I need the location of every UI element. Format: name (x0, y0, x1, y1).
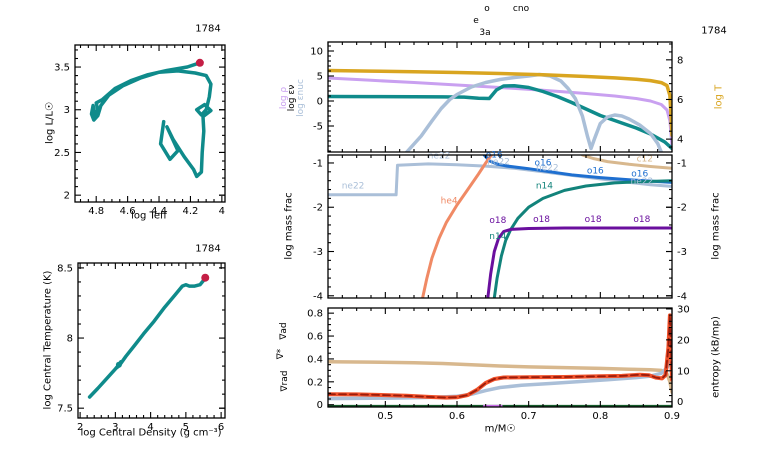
svg-text:c12: c12 (637, 155, 653, 165)
svg-text:8: 8 (67, 334, 73, 345)
svg-text:ne22: ne22 (342, 182, 365, 192)
svg-text:ne22: ne22 (536, 163, 559, 173)
svg-text:2: 2 (64, 191, 70, 202)
svg-text:0.4: 0.4 (307, 354, 323, 365)
burn-label-e: e (473, 16, 479, 26)
svg-text:o16: o16 (631, 169, 648, 179)
burn-label-3a: 3a (479, 28, 491, 38)
svg-text:0.7: 0.7 (521, 411, 537, 422)
svg-text:8: 8 (677, 55, 683, 66)
svg-text:-3: -3 (313, 247, 323, 258)
svg-text:-5: -5 (313, 122, 323, 133)
svg-text:0: 0 (317, 400, 323, 411)
svg-text:o18: o18 (489, 216, 506, 226)
svg-text:4: 4 (677, 135, 683, 146)
svg-text:2.5: 2.5 (54, 148, 70, 159)
svg-text:20: 20 (677, 335, 690, 346)
svg-text:ne22: ne22 (487, 158, 510, 168)
p3-grad-rad-axis-label: ∇rad (280, 370, 290, 392)
svg-text:4: 4 (147, 422, 153, 433)
svg-text:4.8: 4.8 (88, 206, 104, 217)
p3-grad-star-axis-label: ∇* (276, 348, 286, 360)
hr-y-axis-label: log L/L☉ (44, 102, 56, 144)
p1-log-T-axis-label: log T (713, 84, 725, 110)
svg-text:8.5: 8.5 (57, 263, 73, 274)
svg-text:4: 4 (219, 206, 225, 217)
svg-text:30: 30 (677, 304, 690, 315)
svg-text:ne22: ne22 (631, 177, 654, 187)
svg-text:-3: -3 (677, 247, 687, 258)
svg-text:5: 5 (317, 72, 323, 83)
trho-plot: 2 3 4 5 6 7.5 8 8.5 (57, 262, 226, 433)
svg-text:o18: o18 (585, 215, 602, 225)
svg-text:-4: -4 (313, 291, 323, 302)
svg-text:he4: he4 (441, 197, 458, 207)
svg-text:ne22: ne22 (428, 152, 451, 162)
trho-x-axis-label: log Central Density (g cm⁻³) (80, 427, 222, 439)
profiles-model-number: 1784 (701, 25, 727, 37)
svg-text:10: 10 (677, 366, 690, 377)
svg-text:o16: o16 (587, 167, 604, 177)
svg-text:-4: -4 (677, 291, 687, 302)
trho-y-axis-label: log Central Temperature (K) (42, 270, 54, 410)
p3-grad-ad-axis-label: ∇ad (279, 322, 289, 340)
svg-text:0.6: 0.6 (449, 411, 465, 422)
svg-text:7.5: 7.5 (57, 404, 73, 415)
gradients-panel-plot: 0.5 0.6 0.7 0.8 0.9 0 0.2 0.4 0.6 0.8 0 10 20 30 (307, 304, 690, 422)
svg-text:6: 6 (677, 95, 683, 106)
svg-text:4.2: 4.2 (182, 206, 198, 217)
svg-text:0.8: 0.8 (307, 309, 323, 320)
p2-left-axis-label: log mass frac (283, 192, 295, 260)
svg-text:o16: o16 (486, 151, 503, 161)
hr-x-axis-label: log Teff (131, 210, 167, 222)
svg-text:0.6: 0.6 (307, 332, 323, 343)
svg-text:0.9: 0.9 (664, 411, 680, 422)
svg-text:0: 0 (677, 397, 683, 408)
svg-text:6: 6 (218, 422, 224, 433)
profiles-x-axis-label: m/M☉ (484, 423, 516, 435)
hr-model-number: 1784 (195, 23, 221, 35)
svg-text:3.5: 3.5 (54, 63, 70, 74)
svg-text:-2: -2 (677, 203, 687, 214)
svg-text:0.5: 0.5 (377, 411, 393, 422)
svg-text:n14: n14 (536, 182, 553, 192)
svg-text:10: 10 (310, 47, 323, 58)
svg-text:4.4: 4.4 (151, 206, 167, 217)
svg-text:-2: -2 (313, 203, 323, 214)
svg-text:4.6: 4.6 (120, 206, 136, 217)
p1-log-eps-nuc-axis-label: log εnuc (296, 79, 306, 117)
hr-diagram-plot: 4.8 4.6 4.4 4.2 4 2 2.5 3 3.5 (54, 44, 226, 217)
burn-label-cno: cno (512, 4, 530, 14)
svg-text:3: 3 (112, 422, 118, 433)
svg-text:0: 0 (317, 97, 323, 108)
svg-text:-1: -1 (313, 158, 323, 169)
svg-text:o18: o18 (633, 215, 650, 225)
svg-text:2: 2 (77, 422, 83, 433)
svg-text:0.8: 0.8 (592, 411, 608, 422)
svg-text:n14: n14 (489, 232, 506, 242)
svg-text:0.2: 0.2 (307, 377, 323, 388)
p2-right-axis-label: log mass frac (710, 192, 722, 260)
svg-text:-1: -1 (677, 158, 687, 169)
svg-text:o16: o16 (535, 159, 552, 169)
profile-panel-thermo-plot: -5 0 5 10 4 6 8 (310, 41, 683, 153)
svg-text:o18: o18 (533, 215, 550, 225)
svg-text:5: 5 (183, 422, 189, 433)
svg-text:3: 3 (64, 105, 70, 116)
trho-model-number: 1784 (195, 243, 221, 255)
p3-entropy-axis-label: entropy (kB/mp) (710, 316, 722, 398)
burn-label-o: o (484, 4, 490, 14)
abundance-panel-plot: ne22 ne22 ne22 ne22 ne22 he4 o16 o16 o16 o16 n14 n1… (313, 151, 687, 303)
